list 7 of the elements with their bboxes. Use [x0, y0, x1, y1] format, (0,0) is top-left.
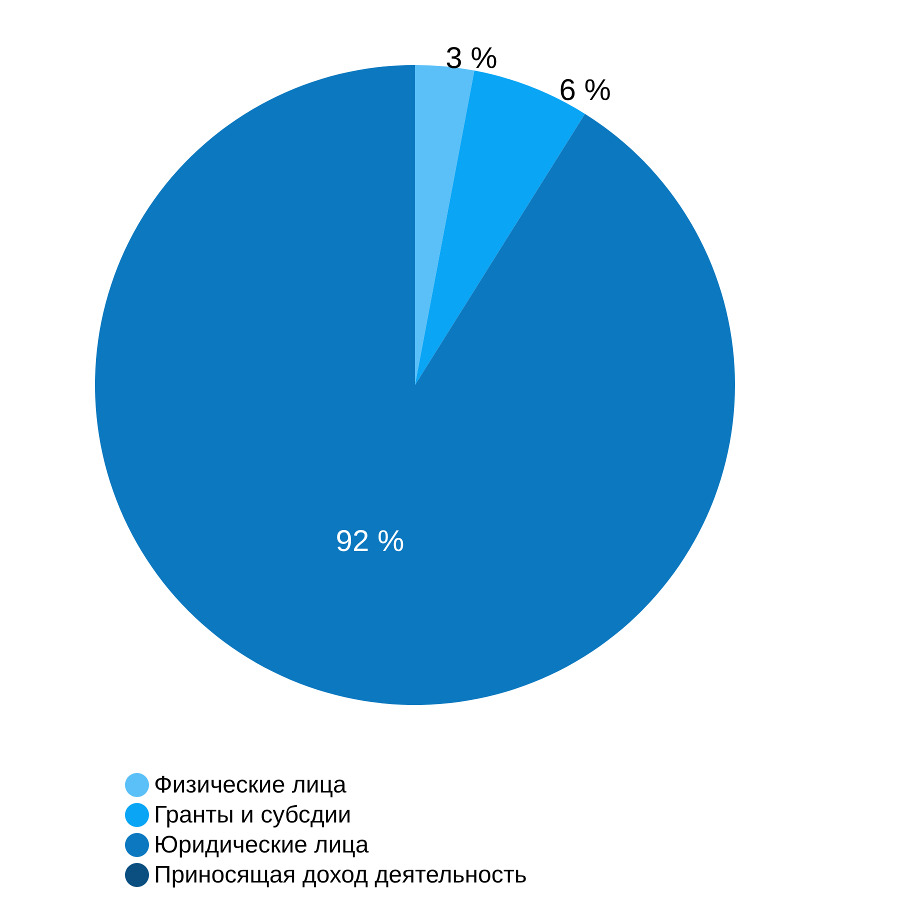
data-label: 3 %	[446, 42, 498, 75]
legend-label: Гранты и субсдии	[154, 802, 352, 828]
data-label: 6 %	[559, 74, 611, 107]
legend-label: Юридические лица	[154, 832, 370, 858]
data-label: 92 %	[336, 525, 404, 558]
legend-label: Физические лица	[154, 772, 347, 798]
legend-label: Приносящая доход деятельность	[154, 862, 527, 888]
